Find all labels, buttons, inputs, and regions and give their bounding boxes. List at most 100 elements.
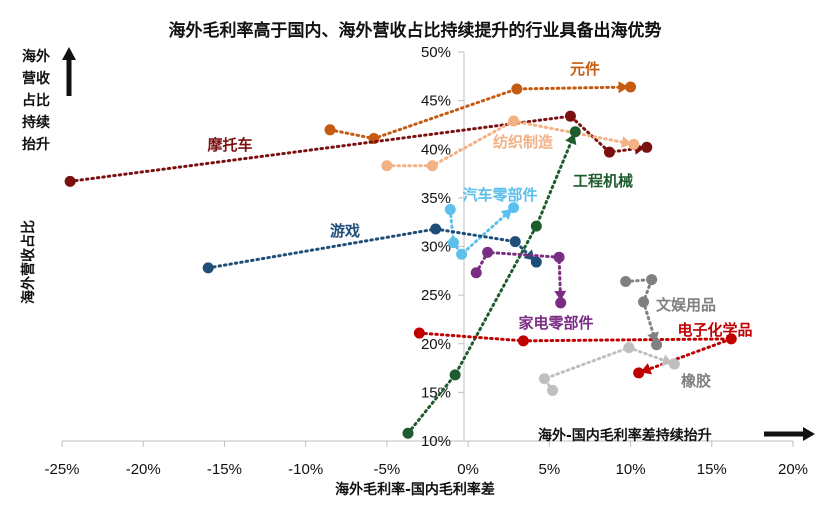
data-point [447, 237, 459, 249]
data-point [444, 204, 456, 216]
x-tick-label: 10% [616, 461, 646, 478]
data-point [538, 373, 550, 385]
arrowhead-icon [554, 290, 567, 301]
data-point [646, 274, 658, 286]
data-point [725, 333, 737, 345]
x-axis-title: 海外毛利率-国内毛利率差 [335, 481, 495, 498]
series-label: 汽车零部件 [462, 186, 537, 204]
series-7 [413, 327, 737, 379]
series-1 [64, 110, 653, 187]
x-arrow-text: 海外-国内毛利率差持续抬升 [538, 427, 712, 444]
series-label: 家电零部件 [518, 314, 593, 332]
x-tick-label: -25% [44, 461, 79, 478]
data-point [641, 141, 653, 153]
data-point [530, 220, 542, 232]
data-point [633, 367, 645, 379]
y-tick-label: 35% [421, 190, 451, 207]
y-tick-label: 50% [421, 44, 451, 61]
y-tick-label: 25% [421, 287, 451, 304]
series-label: 元件 [570, 60, 600, 78]
data-point [470, 267, 482, 279]
arrowhead-icon [647, 331, 659, 343]
series-8 [620, 274, 663, 351]
data-point [668, 358, 680, 370]
series-line [206, 227, 538, 270]
arrowhead-icon [565, 133, 577, 146]
x-arrow-annotation: 海外-国内毛利率差持续抬升 [538, 427, 815, 444]
series-layer [64, 81, 737, 439]
data-point [517, 335, 529, 347]
y-tick-label: 10% [421, 433, 451, 450]
data-point [324, 124, 336, 136]
x-tick-label: -15% [207, 461, 242, 478]
data-point [555, 297, 567, 309]
data-point [64, 175, 76, 187]
arrowhead-icon [640, 363, 653, 375]
x-ticks: -25% -20% -15% -10% -5% 0% 5% 10% 15% 20% [44, 441, 808, 478]
data-point [202, 262, 214, 274]
y-arrow-text-5: 抬升 [22, 136, 50, 153]
data-point [625, 81, 637, 93]
x-tick-label: 5% [538, 461, 560, 478]
x-tick-label: -20% [126, 461, 161, 478]
series-line [542, 346, 676, 392]
x-tick-label: 20% [778, 461, 808, 478]
up-arrow-icon [62, 47, 76, 60]
x-tick-label: -5% [374, 461, 401, 478]
y-arrow-annotation: 海外 营收 占比 持续 抬升 [22, 47, 76, 153]
series-6 [470, 246, 567, 309]
data-point [651, 339, 663, 351]
arrowhead-icon [620, 136, 632, 148]
y-arrow-text-3: 占比 [22, 92, 50, 109]
data-point [509, 236, 521, 248]
y-tick-label: 40% [421, 141, 451, 158]
x-tick-label: 15% [697, 461, 727, 478]
arrowhead-icon [661, 354, 673, 366]
series-3 [402, 126, 581, 439]
y-arrow-text-1: 海外 [22, 48, 50, 65]
data-point [547, 384, 559, 396]
y-axis-title: 海外营收占比 [20, 220, 37, 304]
data-point [628, 138, 640, 150]
series-line [417, 331, 732, 375]
data-point [569, 126, 581, 138]
x-tick-label: 0% [457, 461, 479, 478]
x-tick-label: -10% [288, 461, 323, 478]
data-point [426, 160, 438, 172]
series-label: 工程机械 [573, 172, 633, 190]
series-line [68, 114, 649, 183]
series-line [624, 277, 659, 347]
y-arrow-text-4: 持续 [22, 114, 50, 131]
y-arrow-text-2: 营收 [22, 70, 51, 87]
series-label: 文娱用品 [656, 296, 716, 314]
series-label: 游戏 [330, 222, 360, 240]
arrowhead-icon [618, 81, 629, 94]
data-point [620, 276, 632, 288]
data-point [413, 327, 425, 339]
data-point [511, 83, 523, 95]
data-point [603, 146, 615, 158]
data-point [482, 246, 494, 258]
y-tick-label: 30% [421, 239, 451, 256]
series-line [448, 206, 516, 257]
data-point [564, 110, 576, 122]
right-arrow-icon [803, 427, 815, 441]
data-point [623, 342, 635, 354]
data-point [508, 115, 520, 127]
series-label: 橡胶 [681, 372, 711, 390]
data-point [381, 160, 393, 172]
data-point [638, 296, 650, 308]
arrowhead-icon [500, 208, 513, 221]
y-tick-label: 45% [421, 93, 451, 110]
series-line [474, 250, 563, 305]
y-ticks: 10%15%20%25%30%35%40%45%50% [421, 44, 464, 450]
series-line [406, 130, 577, 435]
data-point [553, 251, 565, 263]
chart-title: 海外毛利率高于国内、海外营收占比持续提升的行业具备出海优势 [169, 20, 662, 41]
data-point [449, 369, 461, 381]
data-point [430, 223, 442, 235]
data-point [402, 427, 414, 439]
series-label: 纺织制造 [493, 133, 553, 151]
